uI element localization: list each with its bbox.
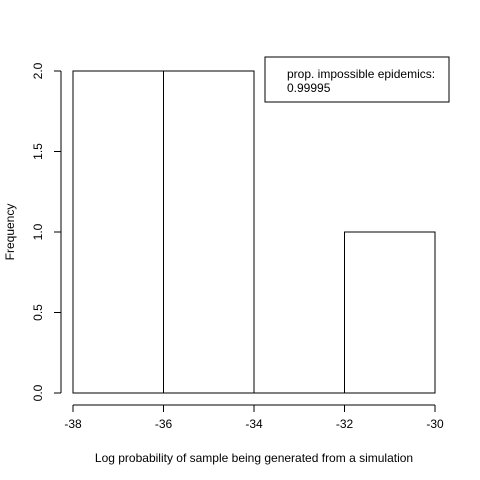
y-tick-label: 0.0 bbox=[31, 384, 45, 401]
x-tick-label: -36 bbox=[155, 417, 173, 431]
x-tick-label: -38 bbox=[64, 417, 82, 431]
histogram-bar-4 bbox=[345, 232, 436, 393]
x-axis-label: Log probability of sample being generate… bbox=[95, 451, 413, 465]
annotation-box: prop. impossible epidemics: 0.99995 bbox=[265, 57, 449, 102]
y-axis-label: Frequency bbox=[3, 204, 17, 261]
y-axis: 0.0 0.5 1.0 1.5 2.0 bbox=[31, 62, 61, 401]
x-tick-label: -30 bbox=[426, 417, 444, 431]
histogram-bar-1 bbox=[73, 71, 164, 393]
histogram-bar-2 bbox=[164, 71, 255, 393]
annotation-line-1: prop. impossible epidemics: bbox=[287, 67, 435, 81]
y-tick-label: 1.0 bbox=[31, 223, 45, 240]
x-axis: -38 -36 -34 -32 -30 bbox=[64, 405, 444, 431]
y-tick-label: 1.5 bbox=[31, 143, 45, 160]
y-tick-label: 0.5 bbox=[31, 304, 45, 321]
x-tick-label: -34 bbox=[245, 417, 263, 431]
x-tick-label: -32 bbox=[336, 417, 354, 431]
histogram-bars bbox=[73, 71, 435, 393]
annotation-line-2: 0.99995 bbox=[287, 81, 331, 95]
y-tick-label: 2.0 bbox=[31, 62, 45, 79]
